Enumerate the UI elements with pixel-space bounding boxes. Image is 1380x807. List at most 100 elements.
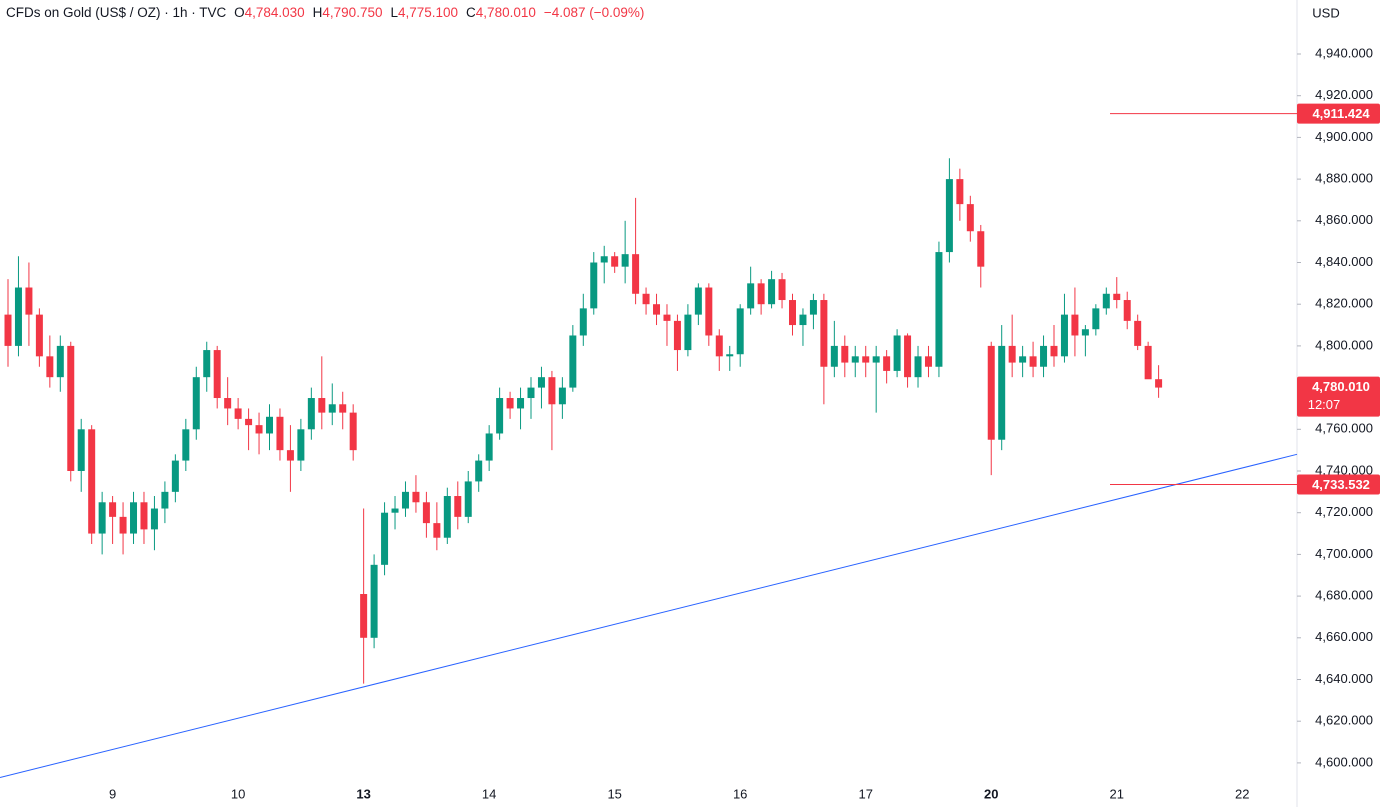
y-tick-label: 4,820.000 <box>1315 296 1373 311</box>
candle-body <box>464 481 472 517</box>
candle-body <box>370 564 378 638</box>
candle-body <box>360 594 368 638</box>
ohlc-value: 4,775.100 <box>397 5 459 20</box>
y-tick-label: 4,740.000 <box>1315 462 1373 477</box>
change: −4.087 (−0.09%) <box>543 5 645 20</box>
candle-body <box>213 350 221 399</box>
x-tick-label: 16 <box>733 786 747 801</box>
candle-body <box>422 502 430 524</box>
candle-body <box>150 508 158 530</box>
candle-body <box>35 314 43 357</box>
candle-body <box>1113 293 1121 301</box>
countdown-label: 12:07 <box>1308 397 1341 412</box>
candle-body <box>98 502 106 534</box>
x-tick-label: 14 <box>482 786 496 801</box>
ohlc-value: 4,790.750 <box>322 5 383 20</box>
candle-body <box>914 356 922 378</box>
candle-body <box>537 377 545 388</box>
x-tick-label: 22 <box>1235 786 1249 801</box>
candle-body <box>799 314 807 326</box>
y-tick-label: 4,700.000 <box>1315 546 1373 561</box>
y-tick-label: 4,620.000 <box>1315 713 1373 728</box>
candle-body <box>862 356 870 363</box>
candle-body <box>893 335 901 371</box>
ohlc-key: C <box>466 5 476 20</box>
candle-body <box>318 398 326 413</box>
candle-body <box>433 523 441 538</box>
candle-body <box>1071 314 1079 336</box>
header: CFDs on Gold (US$ / OZ) · 1h · TVC O4,78… <box>6 5 653 20</box>
candle-body <box>276 416 284 451</box>
candle-body <box>119 516 127 534</box>
candle-body <box>1060 314 1068 357</box>
candle-body <box>548 377 556 405</box>
ohlc-key: O <box>234 5 245 20</box>
candle-body <box>203 350 211 378</box>
ohlc-value: 4,784.030 <box>244 5 305 20</box>
candle-body <box>234 408 242 419</box>
candle-body <box>391 508 399 513</box>
candle-body <box>558 387 566 405</box>
y-tick-label: 4,640.000 <box>1315 671 1373 686</box>
candle-body <box>517 398 525 409</box>
candle-body <box>475 460 483 482</box>
candle-body <box>747 283 755 309</box>
candle-body <box>642 293 650 305</box>
candle-body <box>820 300 828 367</box>
candle-body <box>339 404 347 413</box>
x-tick-label: 9 <box>109 786 116 801</box>
candle-body <box>443 496 451 538</box>
x-tick-label: 10 <box>231 786 245 801</box>
candle-body <box>1040 345 1048 367</box>
candle-body <box>496 398 504 434</box>
plot-area <box>0 158 1298 778</box>
last-price-label: 4,780.010 <box>1312 379 1370 394</box>
candle-body <box>266 416 273 434</box>
candle-body <box>705 287 713 336</box>
currency-label[interactable]: USD <box>1312 5 1339 20</box>
symbol-title[interactable]: CFDs on Gold (US$ / OZ) · 1h · TVC <box>6 5 227 20</box>
candle-body <box>883 356 891 371</box>
candle-body <box>1092 308 1100 330</box>
ohlc-key: L <box>390 5 398 20</box>
x-tick-label: 13 <box>356 786 370 801</box>
trendline <box>0 453 1298 778</box>
candle-body <box>109 502 117 517</box>
candle-body <box>579 308 587 336</box>
price-line-label: 4,733.532 <box>1312 477 1370 492</box>
candle-body <box>924 356 932 367</box>
candle-body <box>569 335 577 388</box>
candle-body <box>1050 345 1058 357</box>
y-tick-label: 4,840.000 <box>1315 254 1373 269</box>
candle-body <box>757 283 765 305</box>
x-tick-label: 17 <box>858 786 872 801</box>
candle-body <box>1144 345 1152 380</box>
ohlc-value: 4,780.010 <box>475 5 536 20</box>
candle-body <box>809 300 817 315</box>
candle-body <box>46 356 54 378</box>
candle-body <box>841 345 849 363</box>
candle-body <box>182 429 190 461</box>
y-tick-label: 4,680.000 <box>1315 588 1373 603</box>
candle-body <box>161 491 169 509</box>
candle-body <box>1134 320 1142 346</box>
candle-body <box>328 404 336 413</box>
candle-body <box>56 345 64 378</box>
candle-body <box>987 345 995 440</box>
candle-body <box>715 335 723 357</box>
candle-body <box>192 377 200 430</box>
y-tick-label: 4,860.000 <box>1315 212 1373 227</box>
candle-body <box>1123 300 1131 321</box>
ohlc-key: H <box>312 5 323 20</box>
candle-body <box>401 491 409 509</box>
y-tick-label: 4,800.000 <box>1315 337 1373 352</box>
candle-body <box>736 308 744 355</box>
candle-body <box>611 256 619 267</box>
candle-body <box>245 418 253 426</box>
candle-body <box>966 204 974 232</box>
candle-body <box>600 256 608 263</box>
last-price-box <box>1297 376 1380 417</box>
candle-body <box>830 345 838 367</box>
y-tick-label: 4,880.000 <box>1315 171 1373 186</box>
x-tick-label: 20 <box>984 786 998 801</box>
